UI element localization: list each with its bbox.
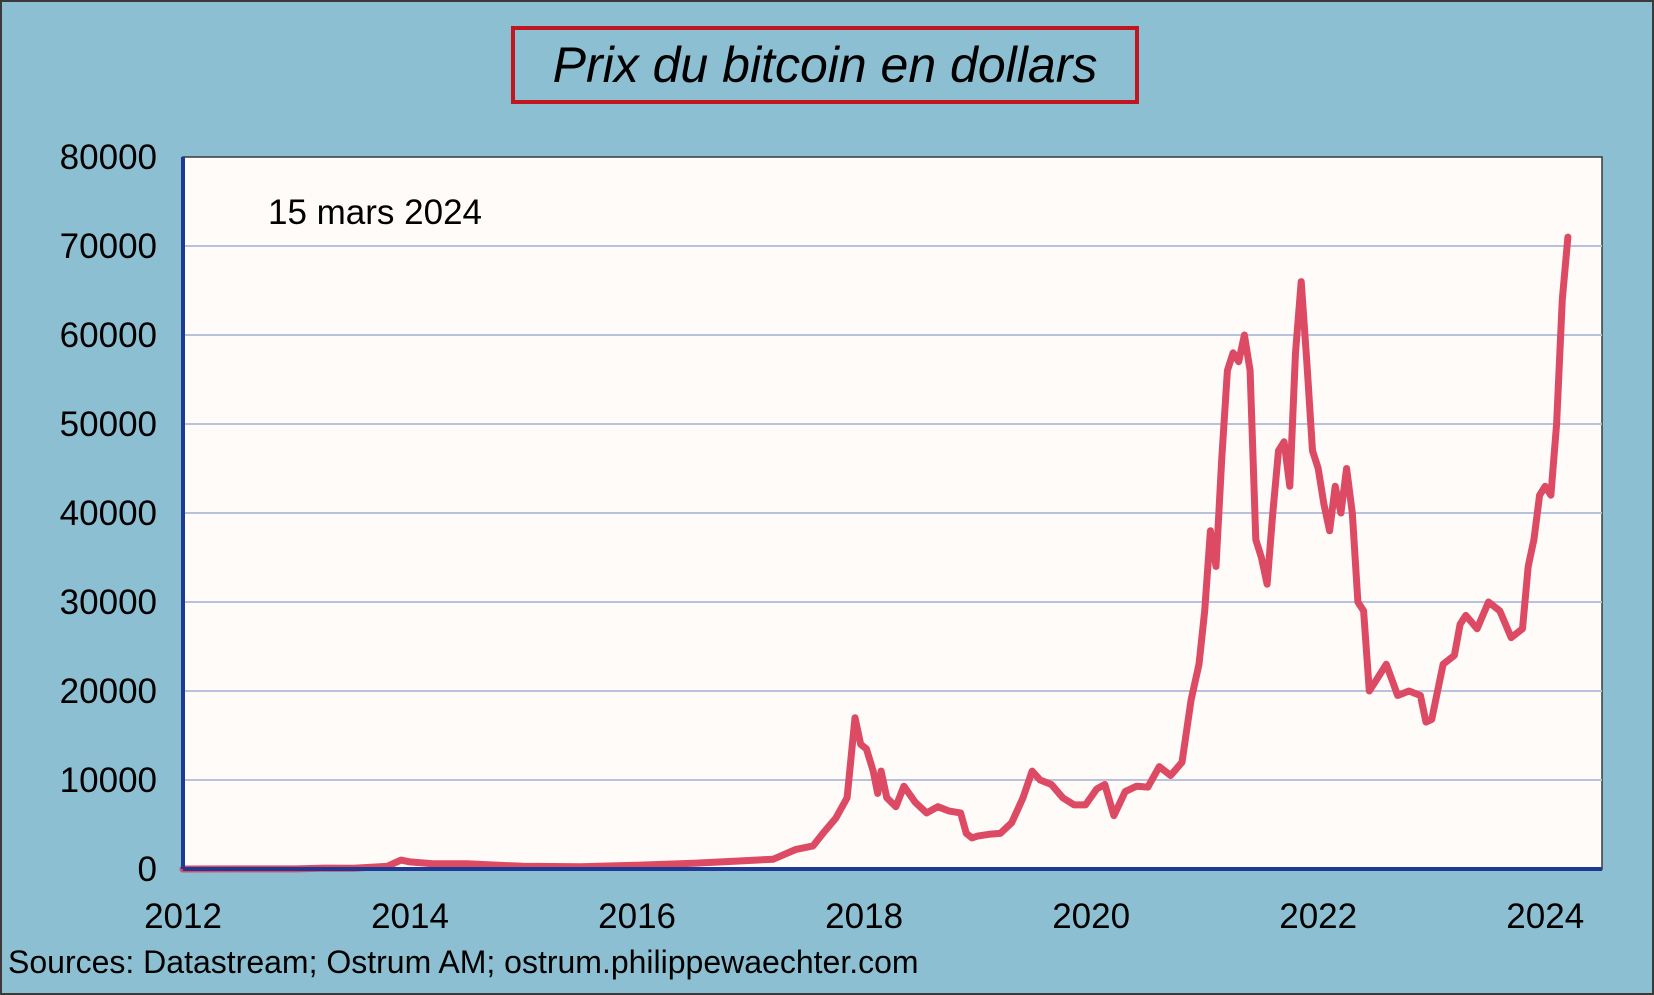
x-tick-label-2020: 2020 bbox=[1052, 897, 1130, 936]
chart-title: Prix du bitcoin en dollars bbox=[511, 26, 1139, 104]
source-note: Sources: Datastream; Ostrum AM; ostrum.p… bbox=[8, 944, 919, 980]
y-tick-label-40000: 40000 bbox=[60, 494, 157, 533]
y-tick-label-20000: 20000 bbox=[60, 672, 157, 711]
date-annotation: 15 mars 2024 bbox=[268, 193, 482, 232]
y-tick-label-0: 0 bbox=[138, 850, 157, 889]
series-layer bbox=[179, 233, 1572, 873]
series-line-0 bbox=[179, 233, 1572, 873]
x-tick-labels: 2012 2014 2016 2018 2020 2022 2024 bbox=[144, 897, 1584, 936]
x-tick-label-2018: 2018 bbox=[825, 897, 903, 936]
y-tick-label-10000: 10000 bbox=[60, 761, 157, 800]
x-tick-label-2024: 2024 bbox=[1506, 897, 1584, 936]
x-tick-label-2014: 2014 bbox=[371, 897, 449, 936]
x-tick-label-2022: 2022 bbox=[1279, 897, 1357, 936]
grid-lines bbox=[183, 245, 1602, 781]
y-tick-label-70000: 70000 bbox=[60, 227, 157, 266]
y-tick-label-60000: 60000 bbox=[60, 316, 157, 355]
axes bbox=[181, 157, 1602, 871]
y-tick-label-30000: 30000 bbox=[60, 583, 157, 622]
y-tick-labels: 0 10000 20000 30000 40000 50000 60000 70000 8000… bbox=[60, 138, 157, 889]
x-tick-label-2016: 2016 bbox=[598, 897, 676, 936]
y-tick-label-50000: 50000 bbox=[60, 405, 157, 444]
x-tick-label-2012: 2012 bbox=[144, 897, 222, 936]
y-tick-label-80000: 80000 bbox=[60, 138, 157, 177]
